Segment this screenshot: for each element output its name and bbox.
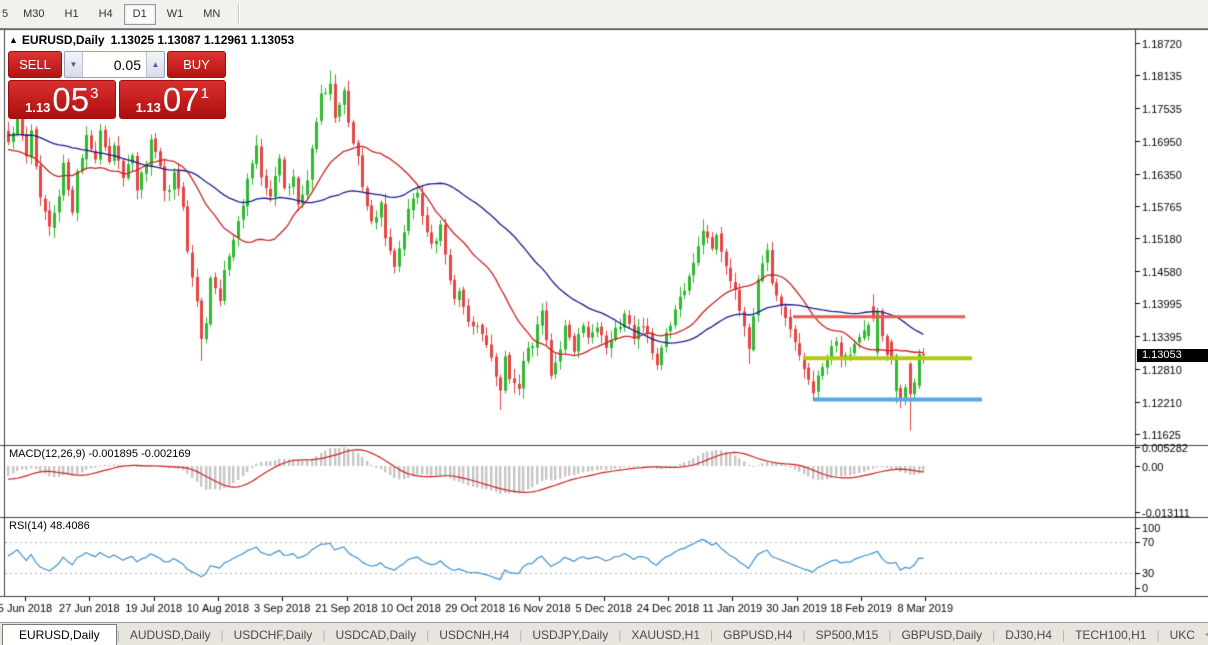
chart-tab-bar: EURUSD,Daily | AUDUSD,Daily | USDCHF,Daily | U… xyxy=(0,622,1208,645)
chart-tab-dj30-h4[interactable]: DJ30,H4 xyxy=(1005,627,1052,642)
tab-separator: | xyxy=(992,627,996,642)
sell-price-display[interactable]: 1.13 05 3 xyxy=(8,80,116,119)
buy-price-display[interactable]: 1.13 07 1 xyxy=(118,80,226,119)
chart-title: ▲ EURUSD,Daily 1.13025 1.13087 1.12961 1.1… xyxy=(9,33,294,47)
tab-separator: | xyxy=(888,627,892,642)
volume-increase-icon[interactable]: ▲ xyxy=(146,52,164,77)
chart-tab-audusd-daily[interactable]: AUDUSD,Daily xyxy=(129,627,211,642)
tab-scroll-left-icon[interactable]: ◂ xyxy=(1205,629,1208,640)
tab-separator: | xyxy=(116,627,120,642)
tab-separator: | xyxy=(426,627,430,642)
chart-ohlc-quotes: 1.13025 1.13087 1.12961 1.13053 xyxy=(110,33,295,47)
sell-price-main: 05 xyxy=(52,81,90,118)
sell-button[interactable]: SELL xyxy=(8,51,62,78)
tab-separator: | xyxy=(802,627,806,642)
chart-tab-usdcnh-h4[interactable]: USDCNH,H4 xyxy=(439,627,510,642)
tab-separator: | xyxy=(519,627,523,642)
chart-tab-usdchf-daily[interactable]: USDCHF,Daily xyxy=(233,627,313,642)
volume-input[interactable]: 0.05 xyxy=(113,56,141,73)
chart-tab-usdjpy-daily[interactable]: USDJPY,Daily xyxy=(532,627,609,642)
tab-separator: | xyxy=(220,627,224,642)
volume-decrease-icon[interactable]: ▼ xyxy=(65,52,83,77)
buy-price-prefix: 1.13 xyxy=(135,100,161,115)
symbol-marker-icon: ▲ xyxy=(9,35,18,45)
buy-price-main: 07 xyxy=(162,81,200,118)
chart-tab-gbpusd-h4[interactable]: GBPUSD,H4 xyxy=(723,627,793,642)
buy-button[interactable]: BUY xyxy=(167,51,226,78)
tab-separator: | xyxy=(618,627,622,642)
tab-separator: | xyxy=(710,627,714,642)
chart-tab-usdcad-daily[interactable]: USDCAD,Daily xyxy=(335,627,417,642)
tab-separator: | xyxy=(1061,627,1066,642)
chart-tab-xauusd-h1[interactable]: XAUUSD,H1 xyxy=(631,627,701,642)
chart-tab-ukc[interactable]: UKC xyxy=(1169,627,1195,642)
sell-price-pip: 3 xyxy=(90,85,99,102)
rsi-indicator-label: RSI(14) 48.4086 xyxy=(9,520,90,532)
chart-symbol-label: EURUSD,Daily xyxy=(21,33,105,47)
tab-separator: | xyxy=(322,627,326,642)
chart-tab-gbpusd-daily[interactable]: GBPUSD,Daily xyxy=(901,627,983,642)
buy-price-pip: 1 xyxy=(200,85,209,102)
sell-price-prefix: 1.13 xyxy=(25,100,51,115)
volume-spinner: ▼ 0.05 ▲ xyxy=(64,51,165,78)
chart-tab-eurusd-daily[interactable]: EURUSD,Daily xyxy=(2,623,117,645)
current-price-tag: 1.13053 xyxy=(1137,349,1208,362)
chart-tab-sp500-m15[interactable]: SP500,M15 xyxy=(815,627,879,642)
macd-indicator-label: MACD(12,26,9) -0.001895 -0.002169 xyxy=(9,448,191,460)
one-click-trading-panel: SELL ▼ 0.05 ▲ BUY 1.13 05 3 1.13 07 1 xyxy=(8,51,226,119)
chart-tab-tech100-h1[interactable]: TECH100,H1 xyxy=(1075,627,1147,642)
tab-separator: | xyxy=(1156,627,1160,642)
